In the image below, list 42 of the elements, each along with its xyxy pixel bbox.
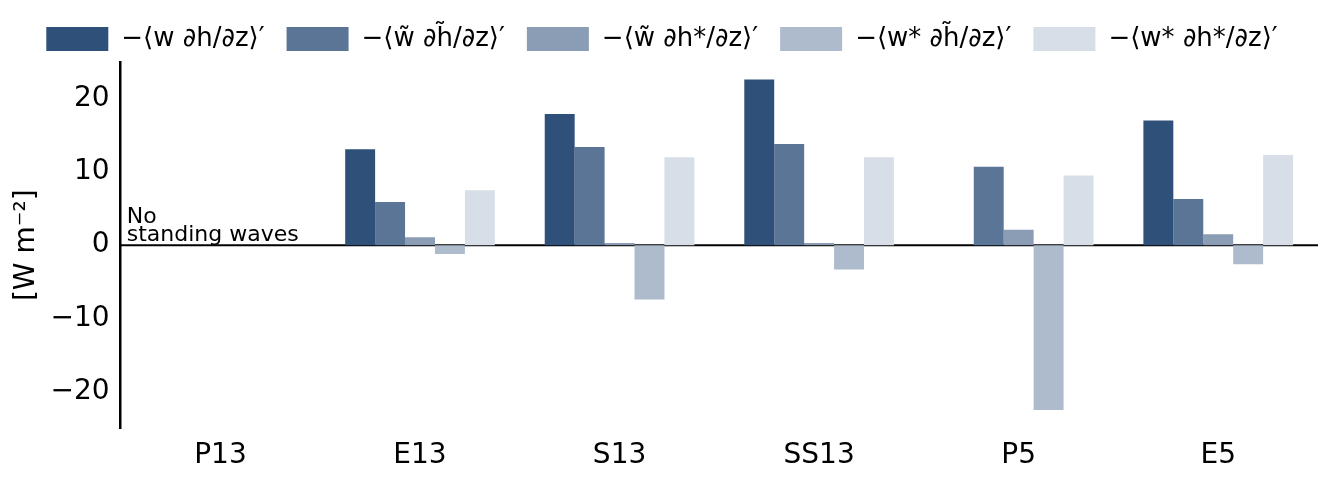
bar bbox=[744, 79, 775, 246]
x-tick-label: S13 bbox=[592, 437, 647, 471]
bar bbox=[405, 237, 435, 246]
legend-label: −⟨w* ∂h̃/∂z⟩′ bbox=[855, 21, 1012, 52]
bar bbox=[464, 190, 495, 246]
x-tick-label: E5 bbox=[1200, 437, 1236, 471]
bar bbox=[375, 201, 406, 246]
bar bbox=[434, 245, 465, 254]
y-tick-label: 10 bbox=[74, 153, 110, 187]
bar bbox=[864, 157, 894, 246]
bar bbox=[774, 144, 805, 246]
legend-label: −⟨w̃ ∂h*/∂z⟩′ bbox=[601, 21, 759, 52]
bar bbox=[1203, 234, 1234, 246]
annotation: No standing waves bbox=[126, 203, 299, 247]
bar bbox=[604, 243, 635, 246]
y-tick-label: −10 bbox=[50, 299, 110, 333]
bar bbox=[544, 114, 575, 246]
y-tick-label: 0 bbox=[91, 226, 110, 260]
bar bbox=[664, 157, 695, 246]
y-tick-label: 20 bbox=[74, 79, 110, 113]
bar bbox=[1233, 245, 1264, 265]
x-tick-label: E13 bbox=[393, 437, 447, 471]
bar bbox=[973, 166, 1004, 246]
bar bbox=[1143, 120, 1174, 246]
y-tick-label: −20 bbox=[50, 373, 110, 407]
bar bbox=[1173, 199, 1204, 246]
bar bbox=[804, 243, 835, 246]
bar bbox=[634, 245, 665, 300]
bar bbox=[574, 147, 605, 246]
bar bbox=[345, 149, 376, 246]
x-tick-label: SS13 bbox=[783, 437, 855, 471]
bar bbox=[1063, 175, 1094, 246]
x-tick-label: P5 bbox=[1001, 437, 1037, 471]
bar bbox=[1003, 229, 1034, 246]
bar bbox=[834, 245, 865, 270]
bar bbox=[1263, 155, 1294, 246]
legend-label: −⟨w* ∂h*/∂z⟩′ bbox=[1108, 21, 1278, 52]
legend-label: −⟨w̃ ∂h̃/∂z⟩′ bbox=[361, 21, 505, 52]
y-axis-title: [W m⁻²] bbox=[8, 189, 42, 302]
bar bbox=[1033, 245, 1064, 411]
x-tick-label: P13 bbox=[194, 437, 247, 471]
legend-label: −⟨w ∂h/∂z⟩′ bbox=[121, 21, 265, 52]
